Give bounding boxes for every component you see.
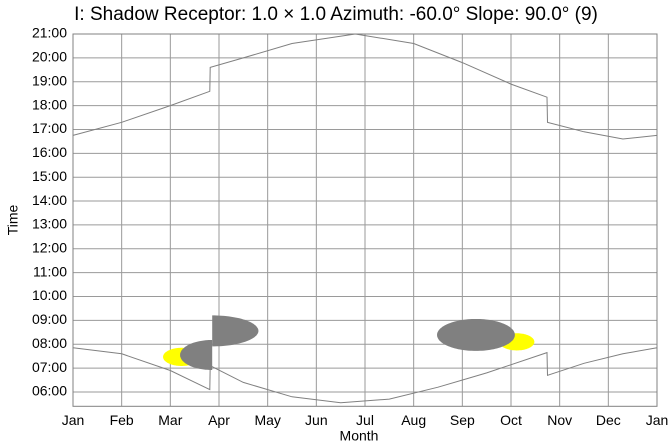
- x-tick-label: Dec: [596, 412, 621, 428]
- y-tick-label: 06:00: [32, 383, 67, 399]
- x-tick-label: Sep: [450, 412, 475, 428]
- x-tick-label: Apr: [208, 412, 230, 428]
- y-tick-label: 08:00: [32, 335, 67, 351]
- y-tick-label: 18:00: [32, 96, 67, 112]
- plot-frame: [72, 33, 658, 407]
- x-tick-label: May: [254, 412, 280, 428]
- shadow-region: [212, 315, 259, 347]
- y-tick-label: 17:00: [32, 120, 67, 136]
- shadow-region: [180, 340, 213, 370]
- series-line: [72, 33, 658, 140]
- chart-title: I: Shadow Receptor: 1.0 × 1.0 Azimuth: -…: [74, 4, 598, 25]
- x-tick-label: Nov: [547, 412, 572, 428]
- y-tick-label: 16:00: [32, 144, 67, 160]
- y-tick-label: 12:00: [32, 239, 67, 255]
- x-tick-label: Jun: [305, 412, 328, 428]
- y-tick-label: 07:00: [32, 359, 67, 375]
- y-tick-label: 09:00: [32, 311, 67, 327]
- x-tick-label: Mar: [158, 412, 182, 428]
- x-tick-label: Jul: [356, 412, 374, 428]
- y-axis-label: Time: [5, 204, 21, 235]
- y-tick-label: 20:00: [32, 49, 67, 65]
- y-tick-label: 13:00: [32, 216, 67, 232]
- x-tick-label: Jan: [646, 412, 669, 428]
- y-tick-label: 19:00: [32, 72, 67, 88]
- series-line: [72, 347, 658, 404]
- y-tick-label: 15:00: [32, 168, 67, 184]
- y-tick-label: 10:00: [32, 287, 67, 303]
- x-axis-label: Month: [340, 428, 379, 444]
- y-tick-label: 11:00: [33, 263, 67, 279]
- x-tick-label: Aug: [401, 412, 426, 428]
- x-tick-label: Oct: [500, 412, 522, 428]
- y-tick-label: 14:00: [32, 192, 67, 208]
- x-tick-label: Jan: [62, 412, 85, 428]
- y-tick-label: 21:00: [32, 25, 67, 41]
- x-tick-label: Feb: [110, 412, 134, 428]
- shadow-region: [437, 319, 515, 351]
